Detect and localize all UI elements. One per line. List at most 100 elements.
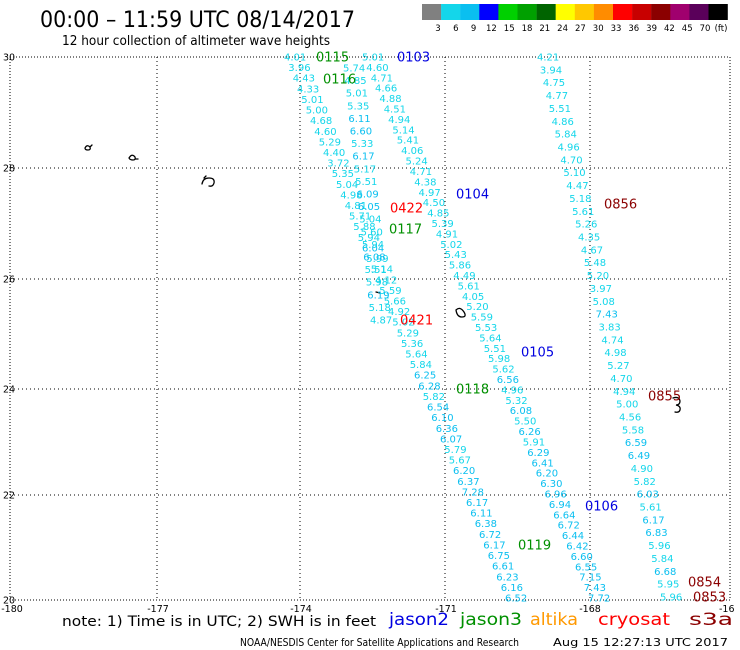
s3a-wave-height-value: 4.47 — [566, 181, 588, 192]
jason3-wave-height-value: 4.60 — [314, 127, 336, 138]
s3a-wave-height-value: 5.84 — [555, 130, 577, 141]
jason3-wave-height-value: 4.01 — [284, 53, 306, 64]
cryosat-wave-height-value: 4.85 — [344, 76, 366, 87]
s3a-wave-height-value: 4.75 — [543, 78, 565, 89]
cryosat-track: 5.744.85 5.015.35 6.11 6.605.33 6.175.17 5.51… — [343, 64, 392, 327]
jason2-wave-height-value: 4.38 — [414, 177, 436, 188]
legend-label: 33 — [611, 24, 622, 34]
jason2-wave-height-value: 5.01 — [362, 53, 384, 64]
jason2-wave-height-value: 4.49 — [453, 271, 475, 282]
legend-swatch — [632, 4, 652, 20]
latitude-label: 22 — [3, 491, 15, 502]
jason3-time-label: 0115 — [316, 51, 349, 66]
jason3-wave-height-value: 6.36 — [436, 424, 458, 435]
cryosat-wave-height-value: 5.18 — [369, 303, 391, 314]
jason2-wave-height-value: 6.29 — [527, 448, 549, 459]
cryosat-wave-height-value: 6.09 — [357, 190, 379, 201]
jason3-wave-height-value: 6.11 — [470, 509, 492, 520]
jason2-wave-height-value: 6.55 — [575, 562, 597, 573]
legend-swatch — [574, 4, 595, 20]
legend-swatch — [536, 4, 556, 20]
legend-label: 27 — [575, 24, 586, 34]
jason3-wave-height-value: 4.33 — [297, 84, 319, 95]
cryosat-time-label: 0422 — [390, 202, 423, 217]
jason3-wave-height-value: 5.64 — [405, 350, 427, 361]
jason2-wave-height-value: 4.05 — [462, 292, 484, 303]
longitude-label: -168 — [579, 604, 601, 615]
jason2-wave-height-value: 4.06 — [401, 146, 423, 157]
s3a-wave-height-value: 4.86 — [552, 117, 574, 128]
s3a-wave-height-value: 6.83 — [645, 528, 667, 539]
legend-label: 36 — [628, 24, 639, 34]
island-outline — [672, 396, 681, 413]
jason3-wave-height-value: 5.71 — [349, 212, 371, 223]
latitude-labels: 30 28 26 24 22 20 — [3, 53, 15, 607]
jason3-wave-height-value: 5.04 — [336, 180, 358, 191]
jason2-wave-height-value: 4.97 — [419, 188, 441, 199]
longitude-labels: -180 -177 -174 -171 -168 -16 — [1, 604, 734, 615]
s3a-time-label: 0853 — [693, 591, 726, 606]
color-scale-legend: 3 6 9 12 15 18 21 24 27 30 33 36 39 42 45 70 (ft) — [422, 4, 728, 34]
footnote: note: 1) Time is in UTC; 2) SWH is in fe… — [62, 614, 377, 630]
longitude-label: -174 — [290, 604, 312, 615]
legend-swatch — [593, 4, 614, 20]
jason2-wave-height-value: 5.02 — [440, 240, 462, 251]
s3a-wave-height-value: 6.59 — [625, 438, 647, 449]
s3a-wave-height-value: 5.18 — [569, 194, 591, 205]
jason3-wave-height-value: 5.94 — [358, 233, 380, 244]
s3a-wave-height-value: 6.49 — [628, 451, 650, 462]
cryosat-wave-height-value: 6.19 — [367, 290, 389, 301]
jason2-wave-height-value: 6.60 — [571, 552, 593, 563]
jason3-wave-height-value: 6.72 — [479, 530, 501, 541]
legend-swatch — [517, 4, 537, 20]
jason2-wave-height-value: 6.56 — [497, 375, 519, 386]
jason3-wave-height-value: 4.68 — [310, 116, 332, 127]
s3a-wave-height-value: 4.70 — [560, 155, 582, 166]
jason3-wave-height-value: 5.29 — [397, 328, 419, 339]
satellite-legend-jason2: jason2 — [388, 610, 449, 630]
latitude-label: 26 — [3, 275, 15, 286]
jason3-wave-height-value: 5.67 — [449, 456, 471, 467]
jason2-wave-height-value: 4.50 — [423, 198, 445, 209]
legend-label: 24 — [557, 24, 568, 34]
legend-swatch — [422, 4, 442, 20]
jason3-wave-height-value: 6.17 — [466, 498, 488, 509]
s3a-wave-height-value: 5.58 — [622, 425, 644, 436]
cryosat-time-label: 0421 — [400, 314, 433, 329]
jason2-wave-height-value: 4.71 — [410, 167, 432, 178]
jason2-wave-height-value: 6.08 — [510, 406, 532, 417]
jason3-wave-height-value: 5.01 — [301, 95, 323, 106]
cryosat-wave-height-value: 5.01 — [346, 89, 368, 100]
jason2-wave-height-value: 4.94 — [388, 115, 410, 126]
jason3-wave-height-value: 4.92 — [388, 307, 410, 318]
s3a-wave-height-value: 4.67 — [581, 245, 603, 256]
jason2-wave-height-value: 5.39 — [432, 219, 454, 230]
s3a-wave-height-value: 5.61 — [640, 503, 662, 514]
jason2-wave-height-value: 7.43 — [584, 583, 606, 594]
island-outlines — [84, 144, 681, 413]
map-frame — [9, 56, 731, 601]
cryosat-wave-height-value: 5.51 — [365, 265, 387, 276]
jason2-time-label: 0104 — [456, 188, 489, 203]
cryosat-wave-height-value: 6.05 — [358, 202, 380, 213]
jason2-wave-height-value: 4.96 — [501, 385, 523, 396]
jason3-wave-height-value: 4.43 — [293, 74, 315, 85]
jason2-wave-height-value: 4.66 — [375, 84, 397, 95]
s3a-wave-height-value: 3.83 — [599, 323, 621, 334]
longitude-label: -171 — [435, 604, 457, 615]
legend-swatch — [498, 4, 518, 20]
jason3-wave-height-value: 6.52 — [505, 594, 527, 605]
jason2-wave-height-value: 4.60 — [366, 63, 388, 74]
satellite-legend-altika: altika — [530, 610, 578, 630]
s3a-wave-height-value: 4.21 — [537, 53, 559, 64]
jason2-wave-height-value: 5.51 — [484, 344, 506, 355]
cryosat-wave-height-value: 6.11 — [348, 114, 370, 125]
s3a-wave-height-value: 4.35 — [578, 233, 600, 244]
jason2-wave-height-value: 5.20 — [466, 302, 488, 313]
jason2-wave-height-value: 5.14 — [392, 125, 414, 136]
legend-swatch — [670, 4, 690, 20]
jason2-wave-height-value: 7.15 — [579, 573, 601, 584]
s3a-wave-height-value: 5.08 — [593, 297, 615, 308]
s3a-wave-height-value: 5.10 — [563, 168, 585, 179]
jason2-wave-height-value: 7.72 — [588, 594, 610, 605]
